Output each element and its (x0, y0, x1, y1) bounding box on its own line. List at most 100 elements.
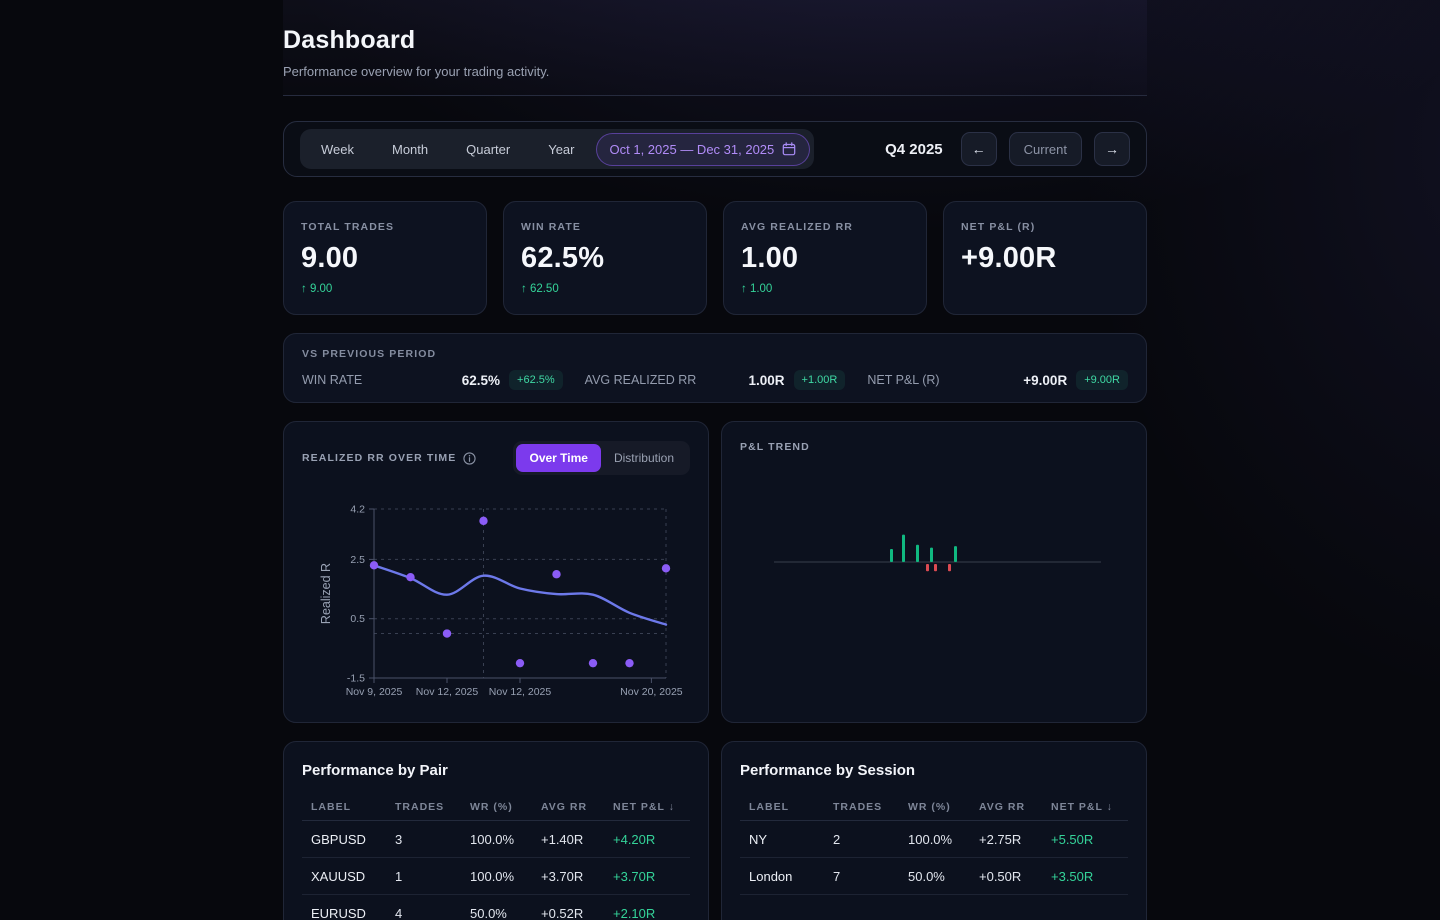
table-body: GBPUSD 3 100.0% +1.40R +4.20R XAUUSD 1 100.0% +3… (302, 821, 690, 920)
table-cell: +3.50R (1051, 868, 1094, 884)
stat-card-total-trades: TOTAL TRADES 9.00 ↑ 9.00 (283, 201, 487, 315)
current-period-button[interactable]: Current (1008, 132, 1082, 166)
arrow-right-icon: → (1105, 141, 1119, 157)
column-header: TRADES (395, 801, 445, 813)
table-cell: 1 (395, 868, 403, 884)
table-cell: GBPUSD (311, 831, 366, 847)
table-cell: NY (749, 831, 768, 847)
table-row[interactable]: EURUSD 4 50.0% +0.52R +2.10R (302, 895, 690, 920)
page-header: Dashboard Performance overview for your … (283, 0, 1147, 96)
stat-value: +9.00R (961, 242, 1057, 274)
table-cell: +2.75R (979, 831, 1022, 847)
stat-card-win-rate: WIN RATE 62.5% ↑ 62.50 (503, 201, 707, 315)
period-nav-cluster: Q4 2025 ← Current → (885, 132, 1130, 166)
table-cell: XAUUSD (311, 868, 366, 884)
toggle-distribution[interactable]: Distribution (601, 444, 687, 472)
pnl-trend-chart (774, 534, 1101, 572)
page-title: Dashboard (283, 26, 416, 54)
table-cell: +4.20R (613, 831, 656, 847)
tab-week[interactable]: Week (304, 135, 371, 164)
column-header: LABEL (311, 801, 351, 813)
main-content: Dashboard Performance overview for your … (283, 0, 1147, 920)
vs-previous-period-panel: VS PREVIOUS PERIOD WIN RATE 62.5% +62.5%… (283, 333, 1147, 403)
table-row[interactable]: London 7 50.0% +0.50R +3.50R (740, 858, 1128, 895)
table-cell: 100.0% (470, 868, 515, 884)
column-header-sorted: NET P&L ↓ (613, 801, 675, 813)
column-header: TRADES (833, 801, 883, 813)
toggle-over-time[interactable]: Over Time (516, 444, 601, 472)
vs-label: WIN RATE (302, 373, 363, 387)
session-table-title: Performance by Session (740, 762, 916, 779)
performance-by-session-card: Performance by Session LABEL TRADES WR (%)… (721, 741, 1147, 920)
column-header: WR (%) (908, 801, 951, 813)
table-row[interactable]: GBPUSD 3 100.0% +1.40R +4.20R (302, 821, 690, 858)
pair-table: LABEL TRADES WR (%) AVG RR NET P&L ↓ GBPUSD 3 1… (302, 794, 690, 920)
tab-month[interactable]: Month (375, 135, 445, 164)
rr-chart-title-text: REALIZED RR OVER TIME (302, 452, 457, 464)
table-row[interactable]: XAUUSD 1 100.0% +3.70R +3.70R (302, 858, 690, 895)
vs-item-win-rate: WIN RATE 62.5% +62.5% (302, 370, 563, 390)
table-cell: +1.40R (541, 831, 584, 847)
table-body: NY 2 100.0% +2.75R +5.50R London 7 50.0% +0.50R +… (740, 821, 1128, 895)
tab-year[interactable]: Year (531, 135, 591, 164)
date-range-button[interactable]: Oct 1, 2025 — Dec 31, 2025 (595, 132, 811, 166)
table-cell: +0.50R (979, 868, 1022, 884)
prev-period-button[interactable]: ← (960, 132, 997, 166)
session-table: LABEL TRADES WR (%) AVG RR NET P&L ↓ NY 2 100.0… (740, 794, 1128, 895)
tables-grid: Performance by Pair LABEL TRADES WR (%) AVG… (283, 741, 1147, 920)
calendar-icon (782, 142, 796, 156)
tab-quarter[interactable]: Quarter (449, 135, 527, 164)
svg-text:Nov 20, 2025: Nov 20, 2025 (620, 686, 683, 698)
stat-value: 9.00 (301, 242, 359, 274)
pnl-trend-chart-card: P&L TREND (721, 421, 1147, 723)
column-header-sorted: NET P&L ↓ (1051, 801, 1113, 813)
table-cell: 2 (833, 831, 841, 847)
vs-item-net-pnl: NET P&L (R) +9.00R +9.00R (867, 370, 1128, 390)
column-header: WR (%) (470, 801, 513, 813)
pnl-chart-title: P&L TREND (740, 441, 810, 453)
period-selector-bar: Week Month Quarter Year Oct 1, 2025 — De… (283, 121, 1147, 177)
svg-text:4.2: 4.2 (350, 504, 365, 516)
column-header: AVG RR (979, 801, 1026, 813)
table-cell: 50.0% (908, 868, 945, 884)
table-row[interactable]: NY 2 100.0% +2.75R +5.50R (740, 821, 1128, 858)
stat-delta: ↑ 9.00 (301, 283, 333, 295)
stat-label: WIN RATE (521, 221, 581, 233)
vs-panel-title: VS PREVIOUS PERIOD (302, 348, 437, 360)
svg-text:Nov 9, 2025: Nov 9, 2025 (346, 686, 403, 698)
vs-label: NET P&L (R) (867, 373, 940, 387)
table-cell: +3.70R (541, 868, 584, 884)
stat-card-avg-realized-rr: AVG REALIZED RR 1.00 ↑ 1.00 (723, 201, 927, 315)
current-period-label: Q4 2025 (885, 140, 943, 158)
rr-chart-view-toggle: Over Time Distribution (513, 441, 690, 475)
delta-badge: +1.00R (793, 370, 846, 390)
svg-text:Nov 12, 2025: Nov 12, 2025 (489, 686, 552, 698)
table-cell: 100.0% (470, 831, 515, 847)
rr-chart-title: REALIZED RR OVER TIME (302, 451, 476, 465)
arrow-left-icon: ← (971, 141, 986, 157)
svg-text:0.5: 0.5 (350, 613, 365, 625)
table-cell: 4 (395, 905, 403, 920)
info-icon[interactable] (463, 451, 476, 465)
stat-delta: ↑ 62.50 (521, 283, 559, 295)
table-cell: London (749, 868, 793, 884)
table-header-row: LABEL TRADES WR (%) AVG RR NET P&L ↓ (302, 794, 690, 821)
column-header: LABEL (749, 801, 789, 813)
period-range-tabs: Week Month Quarter Year Oct 1, 2025 — De… (300, 129, 815, 169)
stat-value: 1.00 (741, 242, 799, 274)
pnl-chart-title-text: P&L TREND (740, 441, 810, 453)
vs-value: +9.00R (1023, 372, 1068, 388)
table-cell: +3.70R (613, 868, 656, 884)
stat-label: AVG REALIZED RR (741, 221, 853, 233)
stats-grid: TOTAL TRADES 9.00 ↑ 9.00 WIN RATE 62.5% … (283, 201, 1147, 315)
table-cell: +0.52R (541, 905, 584, 920)
vs-value: 62.5% (461, 372, 501, 388)
delta-badge: +62.5% (509, 370, 563, 390)
table-cell: 100.0% (908, 831, 953, 847)
vs-value: 1.00R (748, 372, 785, 388)
date-range-label: Oct 1, 2025 — Dec 31, 2025 (609, 141, 775, 157)
svg-text:2.5: 2.5 (350, 554, 365, 566)
next-period-button[interactable]: → (1094, 132, 1130, 166)
vs-item-avg-rr: AVG REALIZED RR 1.00R +1.00R (585, 370, 846, 390)
